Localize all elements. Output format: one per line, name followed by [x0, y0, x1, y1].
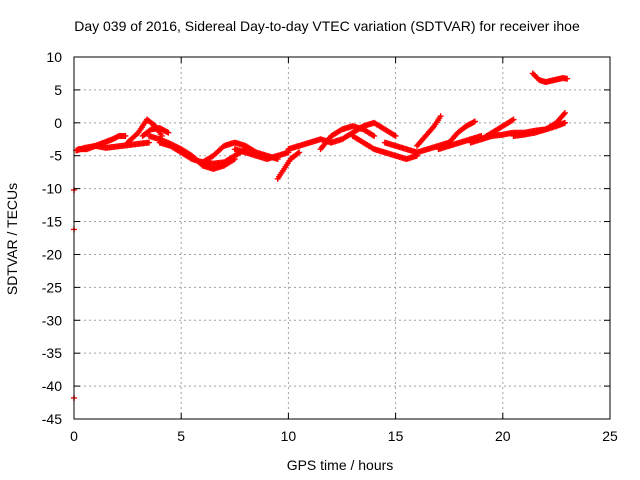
- data-point: [564, 75, 571, 82]
- data-point: [561, 109, 568, 116]
- series-sat-d: [139, 125, 172, 139]
- series-sat-t: [510, 109, 568, 139]
- y-axis-title: SDTVAR / TECUs: [4, 183, 20, 295]
- y-tick-label: -20: [42, 246, 62, 262]
- series-sat-b: [73, 139, 153, 154]
- series-sat-i: [274, 149, 303, 182]
- series-sat-l: [328, 119, 399, 146]
- y-tick-label: -40: [42, 378, 62, 394]
- y-tick-label: -15: [42, 214, 62, 230]
- axis-ticks: 0 5 10 15 20 25 10 5 0 -5 -10 -15 -20 -25 -30 -35 -40 -45: [42, 49, 618, 444]
- data-point: [122, 132, 129, 139]
- series-sat-o: [414, 113, 444, 149]
- y-tick-label: -5: [50, 148, 63, 164]
- y-tick-label: -45: [42, 411, 62, 427]
- grid: [74, 57, 610, 419]
- plot-data: [71, 70, 571, 401]
- y-tick-label: -25: [42, 279, 62, 295]
- x-tick-label: 10: [281, 428, 297, 444]
- x-axis-title: GPS time / hours: [287, 457, 394, 473]
- data-point: [296, 149, 303, 156]
- y-tick-label: -10: [42, 181, 62, 197]
- data-point: [392, 132, 399, 139]
- plot-frame: [73, 56, 611, 420]
- series-sat-p: [435, 132, 485, 153]
- x-tick-label: 15: [388, 428, 404, 444]
- data-point: [471, 118, 478, 125]
- x-tick-label: 20: [495, 428, 511, 444]
- data-point: [510, 116, 517, 123]
- y-tick-label: 10: [46, 49, 62, 65]
- data-point: [437, 113, 444, 120]
- y-tick-label: -30: [42, 312, 62, 328]
- y-tick-label: 5: [54, 82, 62, 98]
- series-sat-u: [529, 70, 571, 86]
- x-tick-label: 5: [177, 428, 185, 444]
- series-sat-q: [446, 118, 478, 146]
- data-point: [165, 129, 172, 136]
- x-tick-label: 25: [602, 428, 618, 444]
- data-point: [561, 119, 568, 126]
- series-sat-h: [231, 146, 292, 163]
- y-tick-label: 0: [54, 115, 62, 131]
- chart-title: Day 039 of 2016, Sidereal Day-to-day VTE…: [74, 18, 580, 34]
- x-tick-label: 0: [70, 428, 78, 444]
- series-sat-n: [381, 139, 453, 156]
- y-tick-label: -35: [42, 345, 62, 361]
- data-point: [294, 150, 301, 157]
- data-point: [146, 139, 153, 146]
- data-point: [371, 132, 378, 139]
